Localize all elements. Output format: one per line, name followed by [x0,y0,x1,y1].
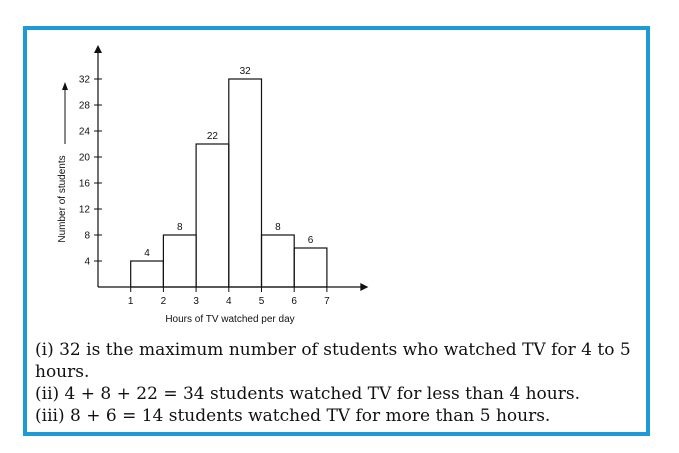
histogram-bar [130,260,164,288]
x-axis-arrowhead [360,283,369,291]
note-ii: (ii) 4 + 8 + 22 = 34 students watched TV… [35,384,580,404]
note-i: (i) 32 is the maximum number of students… [35,340,631,382]
x-tick-label: 7 [324,296,330,307]
x-axis-title: Hours of TV watched per day [165,314,294,325]
histogram-bar [293,247,328,288]
y-tick-label: 4 [84,257,90,268]
notes-block: (i) 32 is the maximum number of students… [35,339,635,427]
x-tick-label: 3 [193,296,199,307]
bar-value-label: 32 [240,66,252,77]
chart-labels: 4 8 22 32 8 6 [144,66,313,259]
y-tick-label: 16 [79,179,91,190]
y-tick-label: 8 [84,231,90,242]
y-tick-label: 32 [79,75,91,86]
y-tick-label: 12 [79,205,91,216]
note-iii: (iii) 8 + 6 = 14 students watched TV for… [35,406,551,426]
bar-value-label: 8 [275,222,281,233]
x-tick-label: 4 [226,296,232,307]
figure-frame: 4 8 12 16 20 24 28 32 1 2 3 4 5 6 7 4 8 22 32 8 6 Hours of … [23,26,650,436]
y-tick-label: 24 [79,127,91,138]
chart-bars [130,78,328,288]
bar-value-label: 4 [144,248,150,259]
histogram-bar [195,143,230,288]
bar-value-label: 6 [308,235,314,246]
x-tick-label: 2 [161,296,167,307]
x-tick-label: 5 [259,296,265,307]
y-tick-label: 20 [79,153,91,164]
bar-value-label: 8 [177,222,183,233]
histogram-bar [228,78,263,288]
y-axis-title: Number of students [57,155,68,242]
x-tick-label: 6 [291,296,297,307]
y-axis-direction-arrow [62,82,68,144]
histogram-bar [162,234,197,288]
bar-value-label: 22 [207,131,219,142]
y-axis-arrowhead [94,45,102,53]
histogram-bar [260,234,295,288]
x-tick-label: 1 [128,296,134,307]
y-tick-label: 28 [79,101,91,112]
